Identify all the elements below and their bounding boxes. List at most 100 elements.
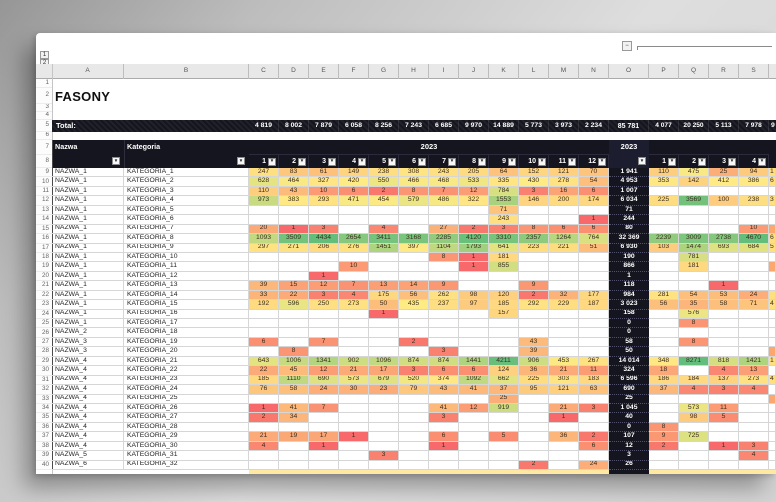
value-cell[interactable] — [369, 337, 399, 348]
year-total-filter-dropdown[interactable]: ▼ — [638, 157, 646, 165]
value-cell[interactable] — [459, 413, 489, 423]
value-cell[interactable]: 61 — [309, 168, 339, 178]
column-letter[interactable]: I — [429, 64, 459, 79]
value-cell[interactable]: 22 — [279, 290, 309, 301]
year-total-cell[interactable]: 40 — [609, 413, 649, 423]
value-cell[interactable] — [339, 422, 369, 433]
row-number[interactable]: 1 — [36, 79, 52, 88]
value-cell[interactable]: 21 — [549, 403, 579, 414]
value-cell[interactable]: 4 — [679, 385, 709, 395]
value-cell[interactable]: 3 — [579, 403, 609, 414]
value-cell[interactable]: 8 — [279, 347, 309, 357]
value-cell[interactable]: 262 — [429, 290, 459, 301]
value-cell[interactable]: 56 — [399, 290, 429, 301]
value-cell[interactable] — [339, 328, 369, 338]
column-letter[interactable]: C — [249, 64, 279, 79]
row-number[interactable]: 16 — [36, 234, 52, 244]
value-cell[interactable]: 181 — [679, 262, 709, 272]
value-cell[interactable]: 1110 — [279, 375, 309, 386]
row-number[interactable]: 11 — [36, 186, 52, 197]
value-cell[interactable]: 550 — [369, 177, 399, 187]
value-cell[interactable] — [519, 319, 549, 329]
name-cell[interactable]: NAZWA_1 — [52, 205, 124, 216]
name-cell[interactable]: NAZWA_1 — [52, 319, 124, 329]
kategoria-filter-dropdown[interactable]: ▼ — [237, 157, 245, 165]
value-cell[interactable] — [579, 422, 609, 433]
value-cell[interactable] — [399, 224, 429, 235]
category-cell[interactable]: KATEGORIA_11 — [124, 262, 249, 272]
value-cell[interactable] — [339, 441, 369, 452]
value-cell[interactable] — [679, 366, 709, 376]
value-cell[interactable]: 237 — [429, 300, 459, 310]
value-cell[interactable]: 21 — [549, 366, 579, 376]
value-cell[interactable] — [279, 252, 309, 263]
value-cell[interactable] — [489, 271, 519, 282]
value-cell[interactable] — [339, 309, 369, 319]
row-number[interactable]: 4 — [36, 112, 52, 120]
value-cell[interactable]: 181 — [489, 252, 519, 263]
value-cell[interactable]: 187 — [579, 300, 609, 310]
value-cell[interactable] — [579, 252, 609, 263]
value-cell[interactable]: 71 — [739, 300, 769, 310]
value-cell[interactable] — [459, 309, 489, 319]
value-cell[interactable] — [369, 252, 399, 263]
value-cell[interactable]: 120 — [489, 290, 519, 301]
value-cell[interactable]: 3509 — [279, 234, 309, 244]
column-letter[interactable]: K — [489, 64, 519, 79]
value-cell[interactable] — [519, 403, 549, 414]
value-cell[interactable]: 874 — [429, 356, 459, 367]
name-cell[interactable]: NAZWA_3 — [52, 347, 124, 357]
value-cell[interactable]: 430 — [519, 177, 549, 187]
value-cell[interactable] — [649, 328, 679, 338]
value-cell[interactable]: 64 — [489, 168, 519, 178]
value-cell[interactable] — [739, 413, 769, 423]
value-cell[interactable] — [399, 441, 429, 452]
value-cell[interactable]: 643 — [249, 356, 279, 367]
value-cell[interactable]: 628 — [249, 177, 279, 187]
category-cell[interactable]: KATEGORIA_14 — [124, 290, 249, 301]
value-cell[interactable] — [399, 252, 429, 263]
value-cell[interactable] — [309, 460, 339, 470]
value-cell[interactable]: 41 — [459, 385, 489, 395]
value-cell[interactable] — [579, 319, 609, 329]
value-cell[interactable]: 221 — [549, 243, 579, 253]
cutoff-value-cell[interactable] — [769, 422, 776, 433]
name-cell[interactable]: NAZWA_1 — [52, 262, 124, 272]
value-cell[interactable]: 573 — [679, 403, 709, 414]
value-cell[interactable] — [309, 205, 339, 216]
value-cell[interactable]: 327 — [309, 177, 339, 187]
value-cell[interactable] — [489, 441, 519, 452]
value-cell[interactable] — [399, 319, 429, 329]
row-number[interactable]: 6 — [36, 132, 52, 140]
value-cell[interactable]: 348 — [649, 356, 679, 367]
value-cell[interactable] — [549, 262, 579, 272]
value-cell[interactable]: 192 — [249, 300, 279, 310]
value-cell[interactable] — [459, 337, 489, 348]
value-cell[interactable]: 137 — [709, 375, 739, 386]
value-cell[interactable] — [399, 271, 429, 282]
value-cell[interactable]: 2285 — [429, 234, 459, 244]
value-cell[interactable]: 3 — [309, 290, 339, 301]
value-cell[interactable] — [279, 319, 309, 329]
value-cell[interactable]: 14 — [399, 281, 429, 291]
value-cell[interactable]: 21 — [339, 366, 369, 376]
value-cell[interactable] — [679, 328, 709, 338]
value-cell[interactable]: 273 — [339, 300, 369, 310]
value-cell[interactable] — [459, 271, 489, 282]
value-cell[interactable]: 37 — [489, 385, 519, 395]
value-cell[interactable] — [739, 205, 769, 216]
value-cell[interactable]: 412 — [709, 177, 739, 187]
value-cell[interactable]: 149 — [339, 168, 369, 178]
value-cell[interactable]: 2 — [399, 337, 429, 348]
value-cell[interactable]: 200 — [549, 196, 579, 206]
cutoff-value-cell[interactable] — [769, 403, 776, 414]
value-cell[interactable]: 386 — [739, 177, 769, 187]
name-cell[interactable]: NAZWA_1 — [52, 224, 124, 235]
value-cell[interactable]: 7 — [309, 403, 339, 414]
value-cell[interactable] — [279, 441, 309, 452]
value-cell[interactable] — [279, 262, 309, 272]
value-cell[interactable]: 278 — [549, 177, 579, 187]
year-total-cell[interactable]: 14 014 — [609, 356, 649, 367]
value-cell[interactable] — [459, 328, 489, 338]
value-cell[interactable] — [649, 281, 679, 291]
